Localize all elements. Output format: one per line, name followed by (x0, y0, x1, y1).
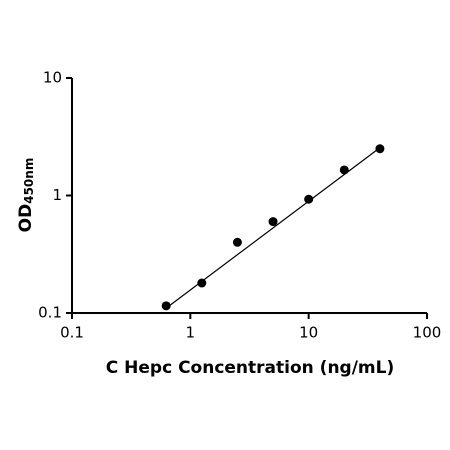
y-tick-label: 10 (43, 69, 62, 87)
y-axis-label-main: OD (16, 204, 36, 233)
x-axis-label: C Hepc Concentration (ng/mL) (106, 358, 395, 378)
x-tick-label: 100 (413, 324, 442, 342)
point (161, 301, 171, 311)
y-axis-label: OD450nm (16, 158, 36, 233)
point (197, 278, 207, 288)
point (339, 165, 349, 175)
point (268, 217, 278, 227)
x-tick-label: 0.1 (60, 324, 84, 342)
y-axis-label-subscript: 450nm (22, 158, 36, 204)
point (304, 194, 314, 204)
x-tick-label: 10 (299, 324, 318, 342)
x-tick-label: 1 (186, 324, 196, 342)
point (375, 144, 385, 154)
y-tick-label: 0.1 (38, 304, 62, 322)
y-tick-label: 1 (52, 186, 62, 204)
point (232, 237, 242, 247)
